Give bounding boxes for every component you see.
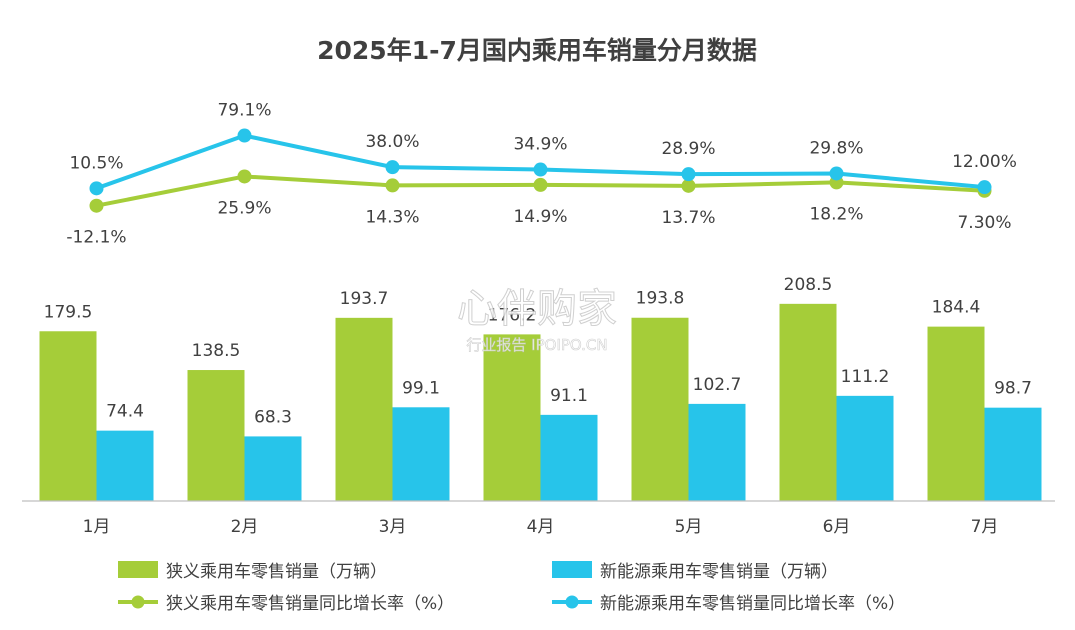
bar-narrow-7	[927, 326, 985, 501]
point-nev-growth-6	[829, 166, 844, 181]
bar-label-nev-3: 99.1	[402, 378, 440, 398]
bar-narrow-1	[39, 331, 97, 501]
bar-label-narrow-3: 193.7	[340, 289, 389, 309]
point-nev-growth-3	[385, 160, 400, 175]
bar-label-nev-5: 102.7	[693, 375, 742, 395]
bar-label-narrow-7: 184.4	[932, 298, 981, 318]
point-label-narrow-growth-5: 13.7%	[661, 208, 715, 228]
bar-narrow-2	[187, 370, 245, 501]
point-narrow-growth-5	[681, 178, 696, 193]
point-narrow-growth-3	[385, 178, 400, 193]
bar-label-narrow-4: 176.2	[488, 305, 537, 325]
point-nev-growth-7	[977, 180, 992, 195]
legend-swatch-2	[552, 561, 592, 578]
legend-label-2: 新能源乘用车零售销量（万辆）	[600, 562, 838, 582]
x-tick-label-7: 7月	[971, 517, 999, 537]
bar-label-narrow-2: 138.5	[192, 341, 241, 361]
point-label-nev-growth-6: 29.8%	[809, 138, 863, 158]
bar-nev-6	[836, 395, 894, 501]
legend-label-1: 狭义乘用车零售销量（万辆）	[166, 562, 387, 582]
point-narrow-growth-4	[533, 177, 548, 192]
x-tick-label-5: 5月	[675, 517, 703, 537]
point-label-narrow-growth-1: -12.1%	[66, 228, 126, 248]
point-label-nev-growth-4: 34.9%	[513, 135, 567, 155]
point-narrow-growth-2	[237, 169, 252, 184]
x-tick-label-1: 1月	[83, 517, 111, 537]
bar-label-nev-7: 98.7	[994, 379, 1032, 399]
point-label-nev-growth-5: 28.9%	[661, 139, 715, 159]
bar-label-nev-2: 68.3	[254, 407, 292, 427]
point-label-narrow-growth-3: 14.3%	[365, 207, 419, 227]
legend-marker-4	[565, 595, 579, 609]
point-label-narrow-growth-7: 7.30%	[957, 213, 1011, 233]
point-nev-growth-4	[533, 162, 548, 177]
point-label-nev-growth-1: 10.5%	[69, 153, 123, 173]
bar-label-nev-4: 91.1	[550, 386, 588, 406]
point-label-nev-growth-7: 12.00%	[952, 152, 1017, 172]
chart-title: 2025年1-7月国内乘用车销量分月数据	[317, 36, 757, 65]
bar-narrow-6	[779, 303, 837, 501]
legend-swatch-1	[118, 561, 158, 578]
point-nev-growth-5	[681, 167, 696, 182]
watermark-sub: 行业报告 IPOIPO.CN	[466, 336, 607, 354]
bar-nev-5	[688, 403, 746, 501]
bar-nev-1	[96, 430, 154, 501]
point-nev-growth-1	[89, 181, 104, 196]
bar-nev-7	[984, 407, 1042, 501]
x-axis-ticks: 1月 2月 3月 4月 5月 6月 7月	[83, 517, 999, 537]
bar-label-narrow-1: 179.5	[44, 302, 93, 322]
point-label-narrow-growth-6: 18.2%	[809, 204, 863, 224]
legend-label-4: 新能源乘用车零售销量同比增长率（%）	[600, 594, 905, 614]
watermark-main: 心伴购家	[457, 286, 617, 332]
x-tick-label-6: 6月	[823, 517, 851, 537]
point-narrow-growth-1	[89, 198, 104, 213]
legend-label-3: 狭义乘用车零售销量同比增长率（%）	[166, 594, 454, 614]
point-label-narrow-growth-2: 25.9%	[217, 198, 271, 218]
point-label-nev-growth-2: 79.1%	[217, 101, 271, 121]
bar-label-nev-6: 111.2	[841, 367, 890, 387]
point-nev-growth-2	[237, 128, 252, 143]
x-tick-label-2: 2月	[231, 517, 259, 537]
x-tick-label-3: 3月	[379, 517, 407, 537]
bar-narrow-5	[631, 317, 689, 501]
bar-series-group: 179.5 138.5 193.7 176.2 193.8 208.5 184.4 74.4 6…	[39, 275, 1042, 501]
bar-nev-3	[392, 407, 450, 501]
point-label-nev-growth-3: 38.0%	[365, 132, 419, 152]
legend-marker-3	[131, 595, 145, 609]
bar-label-nev-1: 74.4	[106, 402, 144, 422]
legend: 狭义乘用车零售销量（万辆） 新能源乘用车零售销量（万辆） 狭义乘用车零售销量同比增长…	[118, 561, 905, 614]
bar-nev-2	[244, 436, 302, 501]
bar-narrow-4	[483, 334, 541, 501]
x-tick-label-4: 4月	[527, 517, 555, 537]
bar-label-narrow-5: 193.8	[636, 289, 685, 309]
point-label-narrow-growth-4: 14.9%	[513, 207, 567, 227]
bar-nev-4	[540, 414, 598, 501]
bar-label-narrow-6: 208.5	[784, 275, 833, 295]
watermark: 心伴购家 行业报告 IPOIPO.CN	[457, 286, 618, 355]
bar-narrow-3	[335, 317, 393, 501]
line-series-group: -12.1% 25.9% 14.3% 14.9% 13.7% 18.2% 7.30% 10.5…	[66, 101, 1016, 248]
